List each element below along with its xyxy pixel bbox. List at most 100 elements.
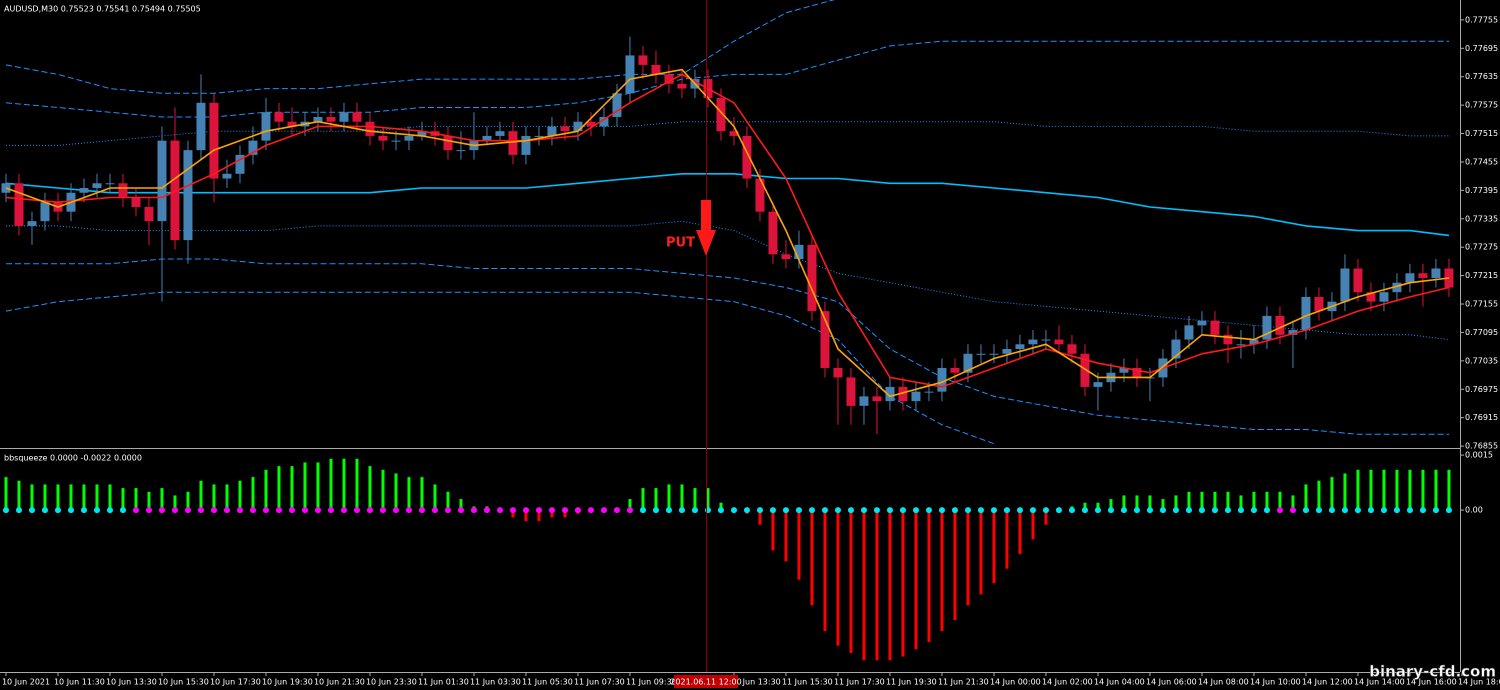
squeeze-dot	[548, 507, 555, 514]
squeeze-dot	[1094, 507, 1101, 514]
squeeze-dot	[483, 507, 490, 514]
squeeze-dot	[184, 507, 191, 514]
x-tick-label: 10 Jun 23:30	[366, 678, 417, 687]
x-tick-label: 11 Jun 03:30	[470, 678, 521, 687]
histogram-bar	[979, 510, 983, 595]
y-tick-label: 0.77035	[1465, 356, 1498, 365]
histogram-bar	[1395, 469, 1399, 511]
squeeze-dot	[54, 507, 61, 514]
candle-body	[1210, 320, 1220, 335]
candle-body	[1275, 315, 1285, 335]
candle-body	[560, 126, 570, 132]
candle-body	[664, 74, 674, 84]
candle-body	[989, 353, 999, 355]
histogram-bar	[654, 488, 658, 511]
histogram-bar	[1083, 502, 1087, 511]
y-tick-label: 0.76855	[1465, 442, 1498, 451]
indicator-title: bbsqueeze 0.0000 -0.0022 0.0000	[4, 454, 142, 463]
candle-body	[807, 244, 817, 312]
squeeze-dot	[1081, 507, 1088, 514]
histogram-bar	[290, 466, 294, 511]
candle-body	[1041, 339, 1051, 341]
squeeze-dot	[1406, 507, 1413, 514]
squeeze-dot	[691, 507, 698, 514]
x-tick-label: 14 Jun 14:00	[1354, 678, 1405, 687]
histogram-bar	[901, 510, 905, 657]
candle-body	[1093, 382, 1103, 387]
squeeze-dot	[782, 507, 789, 514]
line-series	[5, 73, 1450, 388]
candle-body	[872, 396, 882, 402]
squeeze-dot	[1198, 507, 1205, 514]
squeeze-dot	[587, 507, 594, 514]
squeeze-dot	[990, 507, 997, 514]
candle-body	[508, 131, 518, 155]
squeeze-dot	[431, 507, 438, 514]
squeeze-dot	[860, 507, 867, 514]
x-tick-label: 14 Jun 18:00	[1458, 678, 1500, 687]
candle-body	[716, 98, 726, 132]
candle-body	[755, 178, 765, 212]
squeeze-dot	[236, 507, 243, 514]
candle-body	[1353, 268, 1363, 293]
crosshair-label: 2021.06.11 12:00	[670, 678, 741, 687]
histogram-bar	[1005, 510, 1009, 569]
squeeze-dot	[1250, 507, 1257, 514]
candle-body	[378, 135, 388, 141]
y-tick-label: 0.77455	[1465, 157, 1498, 166]
candle-body	[1, 183, 11, 193]
histogram-bar	[225, 484, 229, 511]
histogram-bar	[1343, 473, 1347, 511]
histogram-bar	[186, 491, 190, 511]
candle-body	[651, 64, 661, 75]
squeeze-dot	[158, 507, 165, 514]
candle-body	[729, 131, 739, 136]
candle-body	[1288, 330, 1298, 335]
squeeze-dot	[522, 507, 529, 514]
histogram-bar	[212, 484, 216, 511]
squeeze-dot	[1133, 507, 1140, 514]
histogram-bar	[1421, 469, 1425, 511]
candle-body	[1314, 296, 1324, 312]
candle-body	[352, 112, 362, 122]
histogram-bar	[355, 458, 359, 511]
candle-body	[1431, 268, 1441, 278]
candle-body	[1223, 334, 1233, 345]
x-tick-label: 14 Jun 02:00	[1042, 678, 1093, 687]
histogram-bar	[43, 484, 47, 511]
squeeze-dot	[28, 507, 35, 514]
squeeze-dot	[808, 507, 815, 514]
histogram-bar	[1161, 499, 1165, 511]
histogram-bar	[823, 510, 827, 631]
squeeze-dot	[496, 507, 503, 514]
histogram-bar	[836, 510, 840, 646]
squeeze-dot	[366, 507, 373, 514]
histogram-bar	[95, 484, 99, 511]
squeeze-dot	[2, 507, 9, 514]
histogram-bar	[966, 510, 970, 606]
histogram-bar	[888, 510, 892, 661]
histogram-bar	[342, 458, 346, 511]
histogram-bar	[1265, 491, 1269, 511]
histogram-bar	[1213, 491, 1217, 511]
x-tick-label: 10 Jun 15:30	[158, 678, 209, 687]
y-tick-label: 0.77695	[1465, 44, 1498, 53]
squeeze-dot	[275, 507, 282, 514]
squeeze-dot	[964, 507, 971, 514]
squeeze-dot	[132, 507, 139, 514]
squeeze-dot	[1016, 507, 1023, 514]
y-tick-label: 0.77275	[1465, 243, 1498, 252]
x-tick-label: 14 Jun 10:00	[1250, 678, 1301, 687]
histogram-bar	[1356, 469, 1360, 511]
histogram-bar	[1291, 495, 1295, 511]
histogram-bar	[680, 484, 684, 511]
squeeze-dot	[1185, 507, 1192, 514]
candle-body	[794, 244, 804, 260]
y-tick-label: 0.77155	[1465, 300, 1498, 309]
histogram-bar	[17, 480, 21, 511]
histogram-bar	[407, 477, 411, 511]
x-tick-label: 14 Jun 04:00	[1094, 678, 1145, 687]
y-tick-label: 0.77395	[1465, 186, 1498, 195]
candle-body	[417, 131, 427, 136]
